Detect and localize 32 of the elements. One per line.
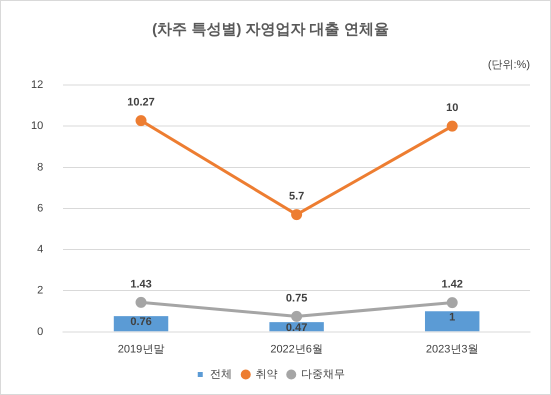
legend-label: 취약 <box>255 368 278 381</box>
data-label: 10.27 <box>127 96 155 109</box>
y-tick-label: 10 <box>30 120 44 132</box>
point <box>446 120 458 132</box>
x-tick-label: 2022년6월 <box>270 343 323 356</box>
text: (단위:%) <box>488 59 530 72</box>
legend-label: 다중채무 <box>300 368 345 381</box>
point <box>136 115 147 126</box>
data-label: 0.75 <box>286 292 308 304</box>
y-tick-label: 6 <box>37 202 44 214</box>
legend-label: 전체 <box>210 368 232 381</box>
y-tick-label: 12 <box>30 79 44 92</box>
y-tick-label: 8 <box>37 161 44 174</box>
bar <box>114 316 168 332</box>
point <box>136 296 147 308</box>
data-label: 1 <box>449 311 456 324</box>
point <box>446 297 458 308</box>
data-label: 10 <box>446 102 458 114</box>
chart-title: (차주 특성별) 자영업자 대출 연체율 <box>152 21 389 38</box>
data-label: 1.43 <box>130 278 152 290</box>
data-label: 0.47 <box>286 322 308 334</box>
x-tick-label: 2019년말 <box>118 343 164 356</box>
point <box>291 310 302 322</box>
y-tick-label: 0 <box>37 326 44 338</box>
x-tick-label: 2023년3월 <box>426 343 479 356</box>
data-label: 5.7 <box>288 190 304 203</box>
y-tick-label: 4 <box>37 244 44 256</box>
point <box>291 209 302 220</box>
bar <box>424 311 480 332</box>
y-tick-label: 2 <box>37 284 44 297</box>
data-label: 1.42 <box>441 278 463 291</box>
data-label: 0.76 <box>130 316 152 328</box>
